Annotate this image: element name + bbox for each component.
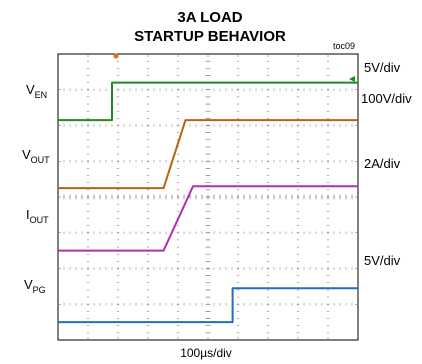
trace-ven — [58, 81, 358, 122]
scale-iout: 2A/div — [364, 156, 401, 171]
trace-vpg — [58, 287, 358, 324]
scale-vout: 100V/div — [361, 91, 412, 106]
chart-title-line1: 3A LOAD — [177, 9, 242, 26]
traces — [58, 81, 358, 324]
label-vout-sub: OUT — [31, 155, 51, 165]
label-ven-sub: EN — [35, 90, 48, 100]
figure-id: toc09 — [333, 41, 355, 51]
trace-vout — [58, 119, 358, 190]
label-vpg-main: V — [24, 277, 33, 292]
ground-marker — [349, 76, 355, 82]
label-iout-sub: OUT — [30, 215, 50, 225]
label-ven: VEN — [26, 82, 47, 100]
label-vout: VOUT — [22, 147, 50, 165]
trace-iout — [58, 185, 358, 252]
scale-ven: 5V/div — [364, 60, 401, 75]
trigger-marker — [113, 53, 119, 59]
label-vout-main: V — [22, 147, 31, 162]
label-vpg: VPG — [24, 277, 46, 295]
label-iout-main: I — [26, 207, 30, 222]
label-vpg-sub: PG — [33, 285, 46, 295]
chart-title-line2: STARTUP BEHAVIOR — [134, 28, 286, 45]
x-axis-label: 100µs/div — [180, 346, 232, 360]
grid — [58, 54, 358, 340]
label-iout: IOUT — [26, 207, 49, 225]
scale-vpg: 5V/div — [364, 253, 401, 268]
label-ven-main: V — [26, 82, 35, 97]
